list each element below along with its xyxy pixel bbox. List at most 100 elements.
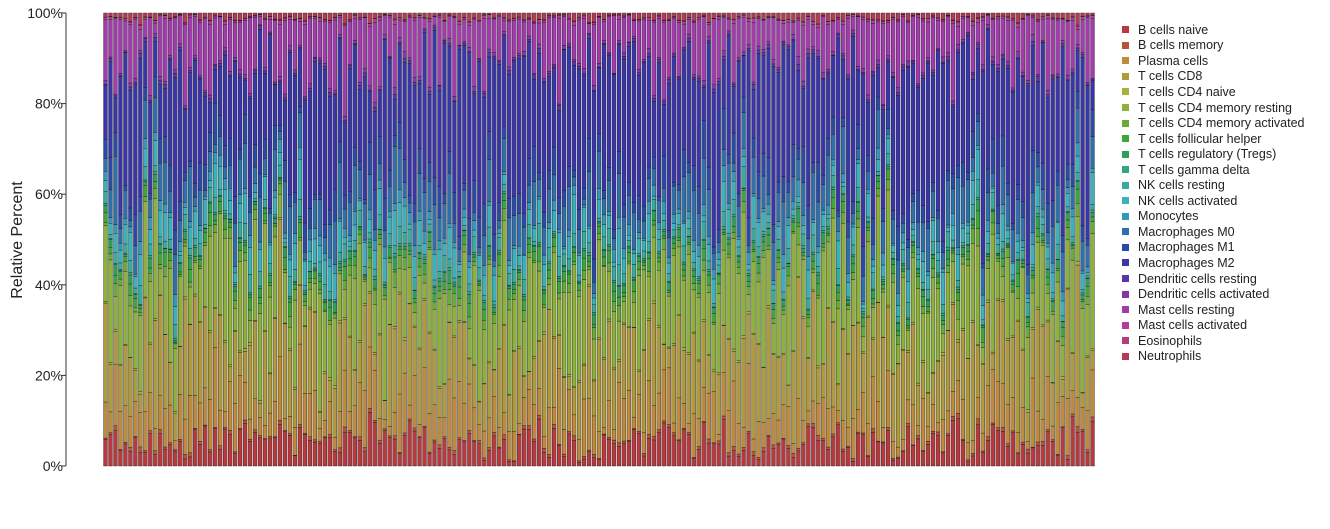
bar-segment [895, 335, 901, 345]
bar-segment [232, 12, 238, 21]
bar-segment [267, 273, 273, 276]
bar-segment [113, 430, 118, 467]
bar-segment [965, 172, 971, 180]
bar-segment [895, 87, 901, 93]
bar-segment [507, 309, 512, 395]
bar-segment [1015, 453, 1020, 467]
bar-segment [985, 219, 990, 232]
bar-segment [636, 69, 642, 73]
bar-segment [686, 254, 691, 353]
legend-swatch [1122, 259, 1129, 267]
bar-segment [940, 21, 946, 58]
bar-segment [133, 214, 138, 246]
bar-segment [522, 425, 527, 430]
bar-segment [646, 201, 651, 215]
bar-segment [1070, 164, 1075, 187]
bar-segment [262, 174, 268, 177]
bar-segment [661, 104, 666, 157]
bar-segment [1045, 94, 1050, 98]
bar-segment [1030, 45, 1035, 151]
bar-segment [1040, 441, 1045, 446]
bar-segment [985, 385, 990, 437]
bar-segment [786, 285, 791, 386]
bar-segment [148, 255, 153, 259]
bar-segment [861, 68, 866, 73]
bar-segment [955, 413, 961, 419]
bar-segment [1000, 204, 1005, 215]
bar-segment [721, 108, 726, 150]
bar-segment [302, 96, 308, 99]
bar-segment [741, 12, 746, 15]
bar-segment [915, 17, 921, 85]
bar-segment [497, 233, 502, 238]
bar-segment [417, 83, 422, 149]
bar-segment [851, 272, 856, 280]
bar-segment [596, 133, 602, 152]
bar-segment [512, 215, 517, 246]
bar-segment [247, 345, 253, 420]
bar-segment [861, 19, 866, 69]
bar-segment [502, 126, 507, 139]
bar-segment [487, 159, 492, 203]
bar-segment [970, 204, 975, 219]
bar-segment [1090, 79, 1095, 81]
bar-segment [571, 169, 577, 178]
bar-segment [726, 203, 731, 210]
bar-segment [980, 325, 985, 328]
bar-segment [507, 260, 512, 266]
bar-segment [372, 279, 377, 289]
bar-segment [193, 238, 198, 246]
bar-segment [507, 459, 512, 462]
legend-swatch [1122, 212, 1129, 220]
bar-segment [432, 293, 437, 303]
bar-segment [671, 56, 676, 183]
bar-segment [203, 425, 208, 467]
bar-segment [975, 345, 980, 398]
bar-segment [691, 270, 696, 277]
bar-segment [267, 373, 273, 414]
bar-segment [890, 264, 896, 274]
bar-segment [980, 70, 985, 264]
bar-segment [586, 398, 592, 451]
bar-segment [965, 461, 971, 467]
bar-segment [422, 18, 427, 29]
bar-segment [930, 74, 936, 183]
bar-segment [836, 384, 841, 411]
bar-segment [646, 48, 651, 54]
legend-swatch [1122, 41, 1129, 49]
bar-segment [561, 271, 567, 282]
bar-segment [198, 268, 203, 322]
bar-segment [188, 286, 193, 325]
bar-segment [955, 49, 961, 53]
bar-segment [113, 12, 118, 18]
bar-segment [975, 424, 980, 467]
bar-segment [606, 167, 612, 181]
bar-segment [462, 19, 467, 42]
bar-segment [681, 48, 686, 51]
bar-segment [1070, 73, 1075, 165]
bar-segment [113, 97, 118, 133]
bar-segment [1010, 19, 1015, 89]
bar-segment [517, 348, 522, 424]
bar-segment [636, 72, 642, 76]
bar-segment [103, 85, 108, 140]
bar-segment [417, 76, 422, 81]
bar-segment [437, 217, 442, 242]
bar-segment [711, 12, 716, 19]
bar-segment [900, 349, 906, 440]
bar-segment [118, 242, 123, 251]
bar-segment [616, 19, 622, 41]
bar-segment [656, 17, 661, 58]
bar-segment [945, 272, 951, 331]
bar-segment [183, 230, 188, 240]
bar-segment [133, 18, 138, 79]
bar-segment [297, 427, 303, 467]
bar-segment [766, 17, 771, 42]
bar-segment [223, 213, 228, 217]
bar-segment [317, 293, 322, 412]
bar-segment [178, 271, 183, 275]
bar-segment [357, 440, 362, 467]
bar-segment [467, 358, 472, 385]
bar-segment [631, 12, 637, 20]
bar-segment [492, 304, 497, 308]
